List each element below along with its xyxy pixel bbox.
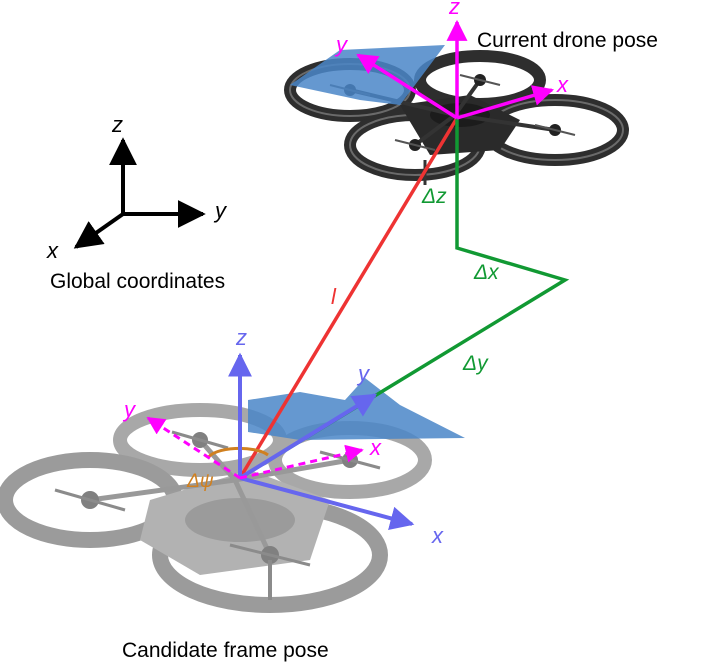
candidate-blue-axes <box>228 352 415 531</box>
current-axes <box>356 19 555 120</box>
current-z-label: z <box>448 0 460 19</box>
candidate-drone-icon <box>0 403 432 613</box>
current-y-label: y <box>334 32 349 57</box>
current-x-label: x <box>556 72 569 97</box>
delta-psi-label: Δψ <box>186 471 214 492</box>
candidate-y-blue-label: y <box>356 361 371 386</box>
global-axes <box>73 137 206 249</box>
candidate-magenta-axes <box>146 416 364 480</box>
delta-z-label: Δz <box>421 185 447 208</box>
distance-line-l <box>238 117 459 479</box>
delta-x-label: Δx <box>473 261 500 284</box>
candidate-z-label: z <box>235 325 247 350</box>
global-y-label: y <box>213 198 228 223</box>
candidate-y-magenta-label: y <box>122 397 137 422</box>
current-pose-label: Current drone pose <box>477 29 658 52</box>
candidate-x-magenta-label: x <box>369 435 382 460</box>
candidate-x-blue-label: x <box>431 523 444 548</box>
global-z-label: z <box>111 112 123 137</box>
global-coordinates-label: Global coordinates <box>50 270 225 293</box>
current-frame-plane <box>290 45 445 105</box>
delta-y-label: Δy <box>462 352 489 375</box>
displacement-path <box>239 118 570 480</box>
candidate-pose-label: Candidate frame pose <box>122 639 329 662</box>
global-x-label: x <box>46 238 59 263</box>
yaw-arc <box>206 446 269 459</box>
distance-l-label: l <box>331 284 337 309</box>
